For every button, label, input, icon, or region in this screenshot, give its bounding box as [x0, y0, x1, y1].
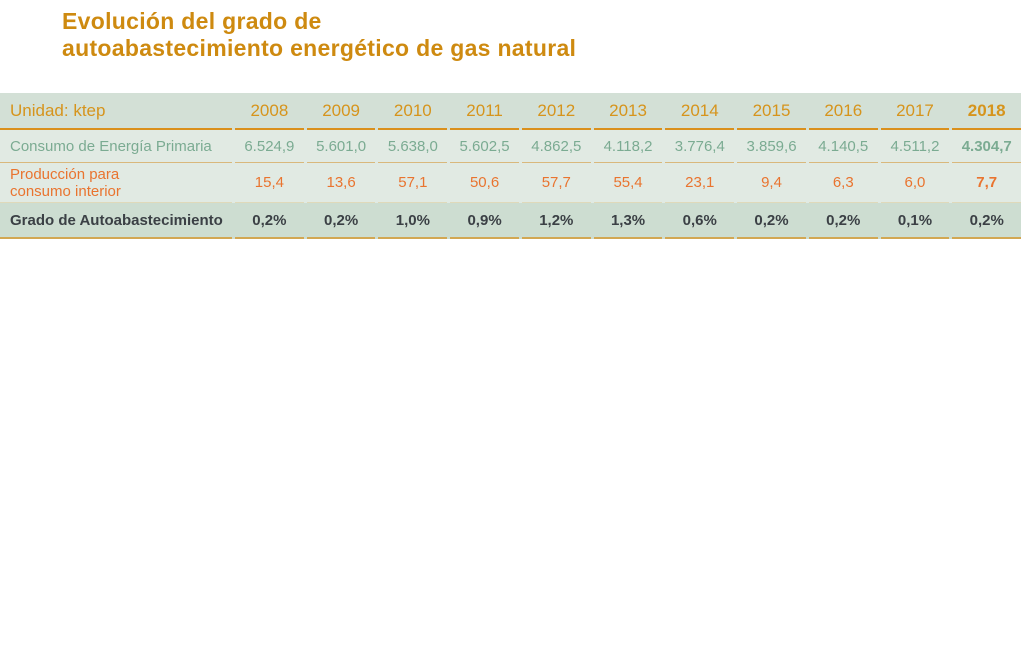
table-header-row: Unidad: ktep 2008 2009 2010 2011 2012 20…	[0, 93, 1021, 130]
consumo-2013: 4.118,2	[593, 130, 663, 163]
consumo-2012: 4.862,5	[521, 130, 591, 163]
year-header-2009: 2009	[306, 93, 376, 130]
produccion-2011: 50,6	[450, 163, 519, 203]
consumo-2010: 5.638,0	[378, 130, 448, 163]
page-title: Evolución del grado de autoabastecimient…	[62, 8, 576, 62]
grado-2018: 0,2%	[952, 203, 1021, 239]
produccion-2015: 9,4	[737, 163, 806, 203]
year-header-2016: 2016	[808, 93, 878, 130]
row-label-consumo: Consumo de Energía Primaria	[0, 130, 232, 163]
grado-2013: 1,3%	[593, 203, 663, 239]
grado-2015: 0,2%	[737, 203, 806, 239]
consumo-2009: 5.601,0	[306, 130, 376, 163]
consumo-2018: 4.304,7	[952, 130, 1021, 163]
year-header-2018: 2018	[952, 93, 1021, 130]
data-table: Unidad: ktep 2008 2009 2010 2011 2012 20…	[0, 93, 1021, 239]
produccion-2009: 13,6	[306, 163, 376, 203]
produccion-2013: 55,4	[593, 163, 663, 203]
row-label-produccion: Producción para consumo interior	[0, 163, 232, 203]
produccion-2016: 6,3	[808, 163, 878, 203]
year-header-2014: 2014	[665, 93, 735, 130]
grado-2010: 1,0%	[378, 203, 448, 239]
consumo-2014: 3.776,4	[665, 130, 735, 163]
table-row-consumo: Consumo de Energía Primaria 6.524,9 5.60…	[0, 130, 1021, 163]
consumo-2015: 3.859,6	[737, 130, 806, 163]
produccion-2017: 6,0	[880, 163, 950, 203]
consumo-2017: 4.511,2	[880, 130, 950, 163]
consumo-2011: 5.602,5	[450, 130, 519, 163]
grado-2016: 0,2%	[808, 203, 878, 239]
produccion-2012: 57,7	[521, 163, 591, 203]
grado-2014: 0,6%	[665, 203, 735, 239]
year-header-2013: 2013	[593, 93, 663, 130]
year-header-2012: 2012	[521, 93, 591, 130]
year-header-2017: 2017	[880, 93, 950, 130]
grado-2017: 0,1%	[880, 203, 950, 239]
unit-label: Unidad: ktep	[0, 93, 232, 130]
consumo-2016: 4.140,5	[808, 130, 878, 163]
table-row-produccion: Producción para consumo interior 15,4 13…	[0, 163, 1021, 203]
grado-2012: 1,2%	[521, 203, 591, 239]
produccion-2014: 23,1	[665, 163, 735, 203]
page-title-line1: Evolución del grado de	[62, 8, 322, 34]
year-header-2011: 2011	[450, 93, 519, 130]
year-header-2010: 2010	[378, 93, 448, 130]
consumo-2008: 6.524,9	[235, 130, 304, 163]
year-header-2015: 2015	[737, 93, 806, 130]
grado-2011: 0,9%	[450, 203, 519, 239]
grado-2008: 0,2%	[235, 203, 304, 239]
produccion-2010: 57,1	[378, 163, 448, 203]
table-row-grado: Grado de Autoabastecimiento 0,2% 0,2% 1,…	[0, 203, 1021, 239]
produccion-2018: 7,7	[952, 163, 1021, 203]
row-label-grado: Grado de Autoabastecimiento	[0, 203, 232, 239]
page-title-line2: autoabastecimiento energético de gas nat…	[62, 35, 577, 61]
produccion-2008: 15,4	[235, 163, 304, 203]
grado-2009: 0,2%	[306, 203, 376, 239]
year-header-2008: 2008	[235, 93, 304, 130]
